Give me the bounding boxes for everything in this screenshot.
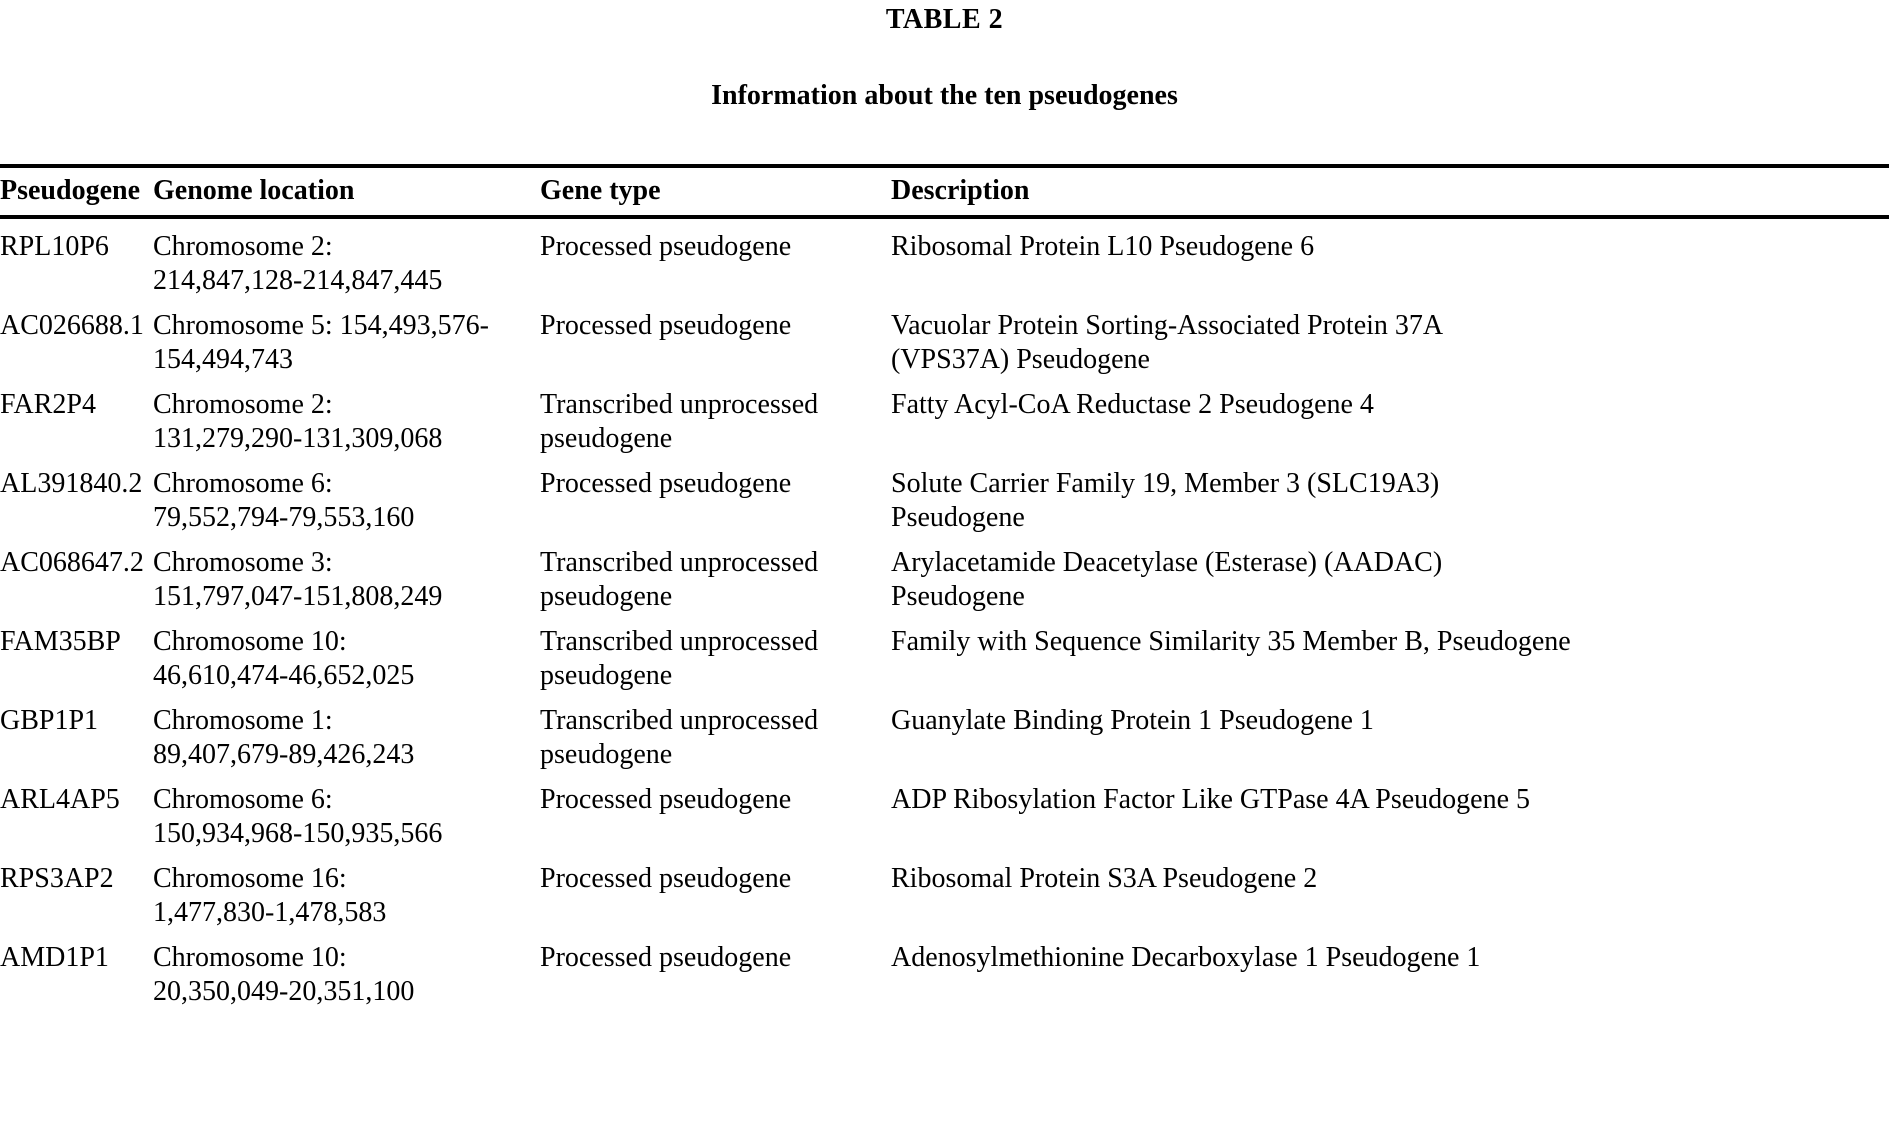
header-description: Description [891, 164, 1889, 219]
table-caption: Information about the ten pseudogenes [711, 80, 1178, 111]
pseudogene-cell: RPL10P6 [0, 231, 109, 262]
description-cell: Solute Carrier Family 19, Member 3 (SLC1… [891, 468, 1440, 533]
description-cell: Vacuolar Protein Sorting-Associated Prot… [891, 310, 1444, 375]
pseudogene-cell: FAR2P4 [0, 389, 96, 420]
table-number-title: TABLE 2 [885, 4, 1004, 35]
genome-location-cell: Chromosome 3: 151,797,047-151,808,249 [153, 547, 443, 612]
description-cell: Fatty Acyl-CoA Reductase 2 Pseudogene 4 [891, 389, 1374, 420]
gene-type-cell: Processed pseudogene [540, 784, 792, 815]
table-row: AC026688.1 Chromosome 5: 154,493,576- 15… [0, 298, 1889, 377]
description-cell: Adenosylmethionine Decarboxylase 1 Pseud… [891, 942, 1481, 973]
description-cell: Ribosomal Protein L10 Pseudogene 6 [891, 231, 1315, 262]
table-header: Pseudogene Genome location Gene type Des… [0, 164, 1889, 219]
description-cell: Arylacetamide Deacetylase (Esterase) (AA… [891, 547, 1443, 612]
gene-type-cell: Transcribed unprocessed pseudogene [540, 705, 819, 770]
pseudogene-table: Pseudogene Genome location Gene type Des… [0, 164, 1889, 1009]
table-row: AMD1P1 Chromosome 10: 20,350,049-20,351,… [0, 930, 1889, 1009]
genome-location-cell: Chromosome 5: 154,493,576- 154,494,743 [153, 310, 489, 375]
gene-type-cell: Processed pseudogene [540, 942, 792, 973]
pseudogene-cell: RPS3AP2 [0, 863, 114, 894]
description-cell: ADP Ribosylation Factor Like GTPase 4A P… [891, 784, 1531, 815]
gene-type-cell: Processed pseudogene [540, 310, 792, 341]
genome-location-cell: Chromosome 6: 79,552,794-79,553,160 [153, 468, 415, 533]
description-cell: Family with Sequence Similarity 35 Membe… [891, 626, 1571, 657]
table-row: ARL4AP5 Chromosome 6: 150,934,968-150,93… [0, 772, 1889, 851]
genome-location-cell: Chromosome 1: 89,407,679-89,426,243 [153, 705, 415, 770]
gene-type-cell: Transcribed unprocessed pseudogene [540, 547, 819, 612]
table-row: AC068647.2 Chromosome 3: 151,797,047-151… [0, 535, 1889, 614]
table-row: FAR2P4 Chromosome 2: 131,279,290-131,309… [0, 377, 1889, 456]
table-body: RPL10P6 Chromosome 2: 214,847,128-214,84… [0, 217, 1889, 1009]
pseudogene-cell: ARL4AP5 [0, 784, 120, 815]
description-cell: Guanylate Binding Protein 1 Pseudogene 1 [891, 705, 1374, 736]
genome-location-cell: Chromosome 2: 131,279,290-131,309,068 [153, 389, 443, 454]
gene-type-cell: Processed pseudogene [540, 468, 792, 499]
pseudogene-cell: AL391840.2 [0, 468, 143, 499]
table-row: FAM35BP Chromosome 10: 46,610,474-46,652… [0, 614, 1889, 693]
table-row: RPS3AP2 Chromosome 16: 1,477,830-1,478,5… [0, 851, 1889, 930]
genome-location-cell: Chromosome 10: 46,610,474-46,652,025 [153, 626, 415, 691]
header-genome-location: Genome location [153, 164, 540, 219]
genome-location-cell: Chromosome 6: 150,934,968-150,935,566 [153, 784, 443, 849]
header-gene-type: Gene type [540, 164, 891, 219]
description-cell: Ribosomal Protein S3A Pseudogene 2 [891, 863, 1318, 894]
gene-type-cell: Transcribed unprocessed pseudogene [540, 626, 819, 691]
genome-location-cell: Chromosome 16: 1,477,830-1,478,583 [153, 863, 387, 928]
table-row: AL391840.2 Chromosome 6: 79,552,794-79,5… [0, 456, 1889, 535]
pseudogene-cell: GBP1P1 [0, 705, 99, 736]
gene-type-cell: Processed pseudogene [540, 231, 792, 262]
pseudogene-cell: AMD1P1 [0, 942, 109, 973]
table-row: GBP1P1 Chromosome 1: 89,407,679-89,426,2… [0, 693, 1889, 772]
genome-location-cell: Chromosome 2: 214,847,128-214,847,445 [153, 231, 443, 296]
pseudogene-cell: FAM35BP [0, 626, 121, 657]
gene-type-cell: Transcribed unprocessed pseudogene [540, 389, 819, 454]
genome-location-cell: Chromosome 10: 20,350,049-20,351,100 [153, 942, 415, 1007]
pseudogene-cell: AC026688.1 [0, 310, 144, 341]
pseudogene-cell: AC068647.2 [0, 547, 144, 578]
header-pseudogene: Pseudogene [0, 164, 153, 219]
gene-type-cell: Processed pseudogene [540, 863, 792, 894]
table-row: RPL10P6 Chromosome 2: 214,847,128-214,84… [0, 217, 1889, 298]
header-row: Pseudogene Genome location Gene type Des… [0, 164, 1889, 219]
